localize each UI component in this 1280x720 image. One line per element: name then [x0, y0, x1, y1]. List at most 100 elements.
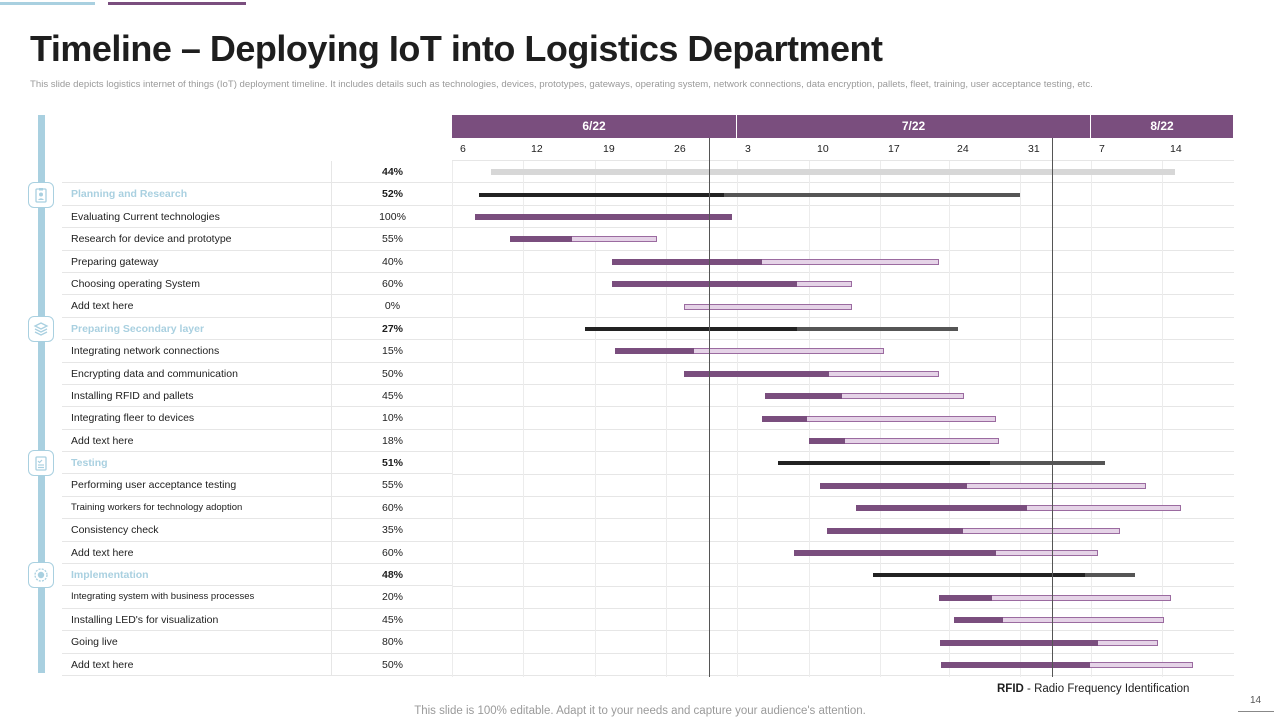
grid-line-v	[1091, 161, 1092, 677]
grid-line-h	[452, 227, 1234, 229]
grid-line-h	[452, 652, 1234, 654]
percent-complete: 45%	[331, 608, 453, 632]
grid-line-h	[452, 540, 1234, 542]
percent-complete: 55%	[331, 228, 453, 251]
grid-line-h	[452, 608, 1234, 609]
gantt-task-progress	[941, 662, 1090, 668]
task-label: Add text here	[62, 654, 331, 676]
grid-line-h	[452, 160, 1234, 161]
task-label: Installing LED's for visualization	[62, 609, 331, 632]
task-label: Add text here	[62, 542, 331, 565]
percent-complete: 45%	[331, 384, 453, 408]
month-header: 6/22	[452, 115, 737, 138]
gantt-task-progress	[794, 550, 996, 556]
day-label: 6	[460, 143, 466, 155]
gantt-task-progress	[615, 348, 694, 355]
timeline-marker	[709, 138, 710, 677]
slide-subtitle: This slide depicts logistics internet of…	[30, 79, 1093, 90]
percent-complete: 48%	[331, 564, 453, 587]
gantt-task-progress	[940, 639, 1098, 646]
day-label: 12	[531, 143, 543, 155]
grid-line-v	[452, 161, 453, 677]
task-label: Going live	[62, 631, 331, 654]
day-label: 24	[957, 143, 969, 155]
percent-complete: 55%	[331, 474, 453, 497]
grid-line-h	[452, 361, 1234, 363]
gantt-task-progress	[475, 214, 732, 220]
percent-complete: 60%	[331, 496, 453, 520]
layers-icon	[28, 316, 54, 342]
percent-complete: 52%	[331, 183, 453, 206]
grid-line-v	[666, 161, 667, 677]
abbreviation-note: RFID - Radio Frequency Identification	[997, 683, 1189, 695]
task-name-column: Planning and Research Evaluating Current …	[62, 161, 331, 676]
phase-label: Preparing Secondary layer	[62, 318, 331, 341]
percent-complete: 27%	[331, 317, 453, 341]
gantt-task-progress	[765, 393, 842, 400]
grid-line-v	[523, 161, 524, 677]
grid-line-h	[452, 294, 1234, 296]
gantt-task-progress	[684, 370, 829, 377]
grid-line-h	[452, 451, 1234, 453]
day-label: 3	[745, 143, 751, 155]
phase-label: Planning and Research	[62, 183, 331, 206]
gantt-summary-progress	[778, 461, 990, 466]
gantt-summary-bar	[479, 192, 1020, 197]
task-label: Performing user acceptance testing	[62, 474, 331, 497]
task-label: Choosing operating System	[62, 273, 331, 296]
task-label: Add text here	[62, 430, 331, 453]
percent-complete: 60%	[331, 541, 453, 565]
day-label: 31	[1028, 143, 1040, 155]
gantt-task-progress	[820, 482, 967, 489]
percent-complete: 35%	[331, 519, 453, 542]
grid-line-h	[452, 249, 1234, 251]
month-header: 7/22	[737, 115, 1091, 138]
grid-line-h	[452, 473, 1234, 475]
grid-line-h	[452, 496, 1234, 497]
grid-line-h	[452, 204, 1234, 206]
task-label: Installing RFID and pallets	[62, 385, 331, 408]
task-label: Preparing gateway	[62, 251, 331, 273]
percent-complete: 51%	[331, 452, 453, 475]
gantt-task-progress	[762, 415, 807, 422]
gear-icon	[28, 562, 54, 589]
task-label: Consistency check	[62, 519, 331, 542]
day-label: 19	[603, 143, 615, 155]
grid-line-h	[452, 518, 1234, 520]
day-label: 14	[1170, 143, 1182, 155]
top-decor-line-blue	[0, 2, 95, 5]
task-label: Integrating system with business process…	[62, 586, 331, 609]
percent-complete: 80%	[331, 631, 453, 654]
task-label: Research for device and prototype	[62, 228, 331, 251]
gantt-task-progress	[612, 281, 797, 288]
day-label: 10	[817, 143, 829, 155]
timeline-marker	[1052, 138, 1053, 677]
percent-complete: 60%	[331, 272, 453, 296]
top-decor-line-purple	[108, 2, 246, 5]
grid-line-h	[452, 384, 1234, 385]
task-label: Evaluating Current technologies	[62, 206, 331, 229]
day-label: 7	[1099, 143, 1105, 155]
percent-complete: 50%	[331, 362, 453, 385]
page-number: 14	[1250, 695, 1262, 706]
gantt-task-progress	[809, 438, 845, 444]
phase-label: Implementation	[62, 564, 331, 587]
grid-line-h	[452, 563, 1234, 565]
abbreviation-meaning: - Radio Frequency Identification	[1027, 683, 1190, 695]
percent-complete: 10%	[331, 407, 453, 430]
gantt-chart: 6/22 7/22 8/22 6 12 19 26 3 10 17 24 31 7 14	[452, 115, 1234, 677]
task-label: Training workers for technology adoption	[62, 497, 331, 520]
percent-overall: 44%	[331, 161, 453, 184]
gantt-bar-overall	[491, 169, 1175, 176]
grid-line-v	[737, 161, 738, 677]
percent-complete: 100%	[331, 205, 453, 229]
phase-label: Testing	[62, 452, 331, 475]
grid-line-h	[452, 316, 1234, 318]
gantt-task-progress	[827, 527, 963, 534]
slide-footer: This slide is 100% editable. Adapt it to…	[414, 705, 866, 717]
grid-line-h	[452, 630, 1234, 632]
gantt-task-progress	[954, 617, 1003, 624]
grid-line-h	[452, 182, 1234, 184]
day-label: 17	[888, 143, 900, 155]
month-header: 8/22	[1091, 115, 1234, 138]
